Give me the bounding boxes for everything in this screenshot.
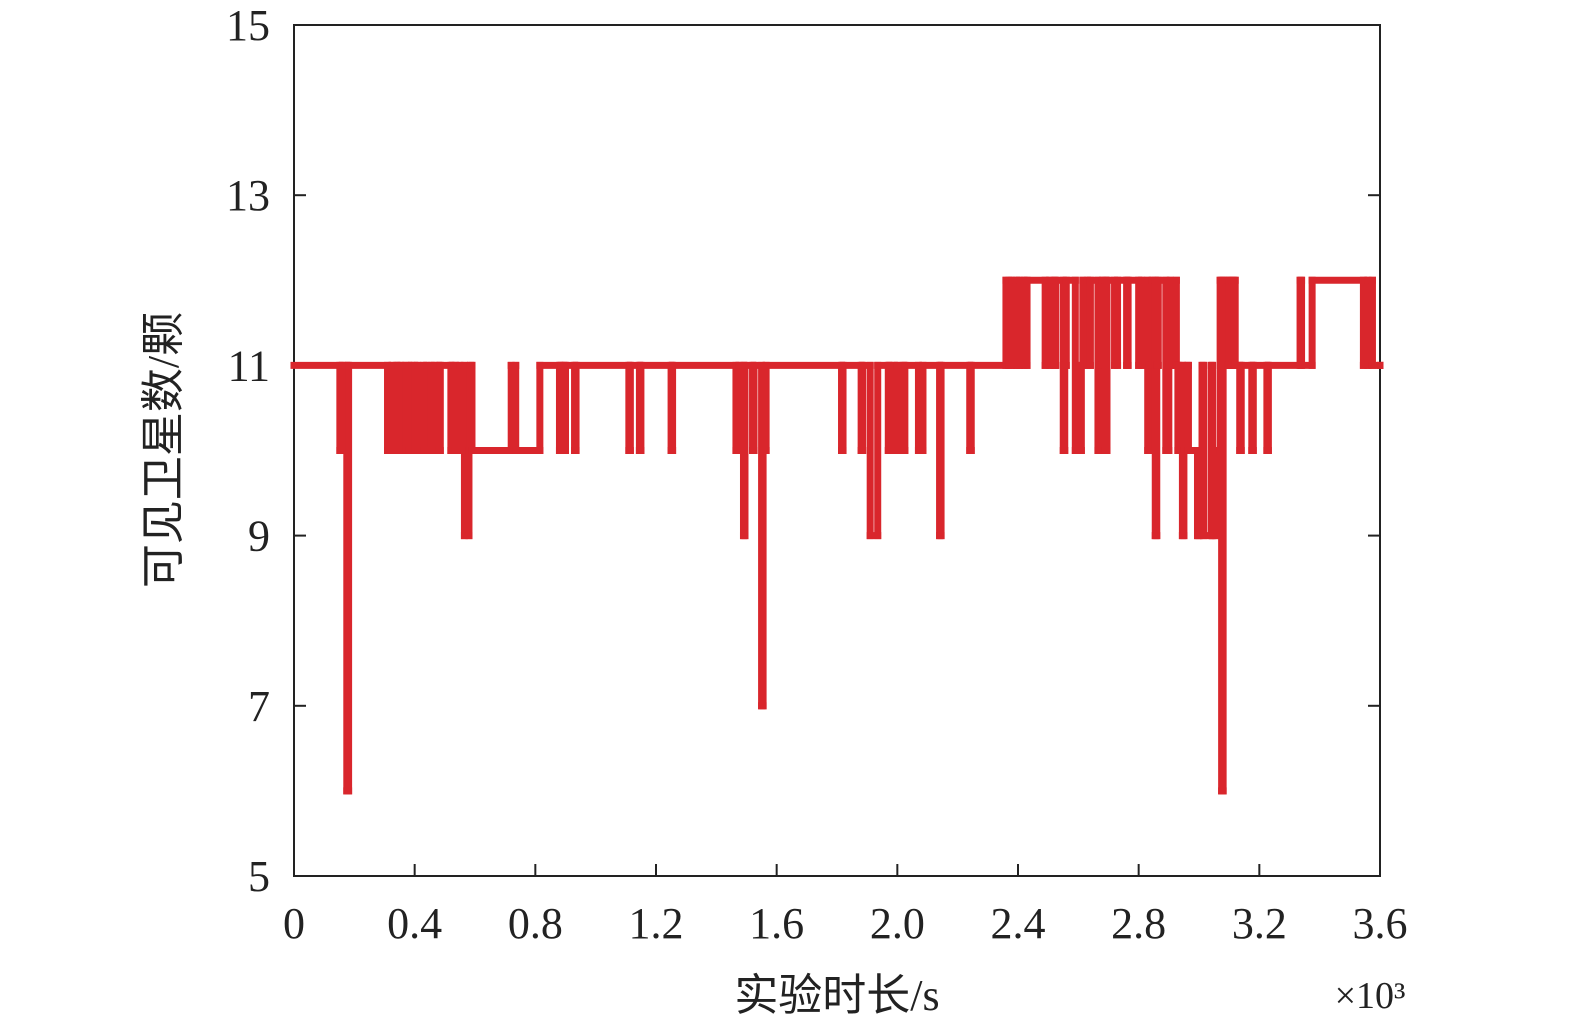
x-tick-label: 1.2 [629, 899, 684, 948]
x-tick-label: 2.0 [870, 899, 925, 948]
x-tick-label: 0.8 [508, 899, 563, 948]
x-tick-label: 1.6 [749, 899, 804, 948]
x-tick-label: 3.2 [1232, 899, 1287, 948]
y-tick-label: 7 [248, 682, 270, 731]
x-tick-label: 0.4 [387, 899, 442, 948]
y-axis-label: 可见卫星数/颗 [139, 312, 188, 588]
x-tick-label: 2.4 [991, 899, 1046, 948]
x-tick-label: 0 [283, 899, 305, 948]
y-tick-label: 13 [226, 171, 270, 220]
x-tick-label: 2.8 [1111, 899, 1166, 948]
y-tick-label: 11 [228, 341, 270, 390]
x-axis-label: 实验时长/s [734, 971, 939, 1020]
x-multiplier: ×10³ [1335, 975, 1406, 1017]
y-tick-label: 9 [248, 512, 270, 561]
y-tick-label: 5 [248, 852, 270, 901]
x-tick-label: 3.6 [1353, 899, 1408, 948]
plot-frame [293, 24, 1381, 877]
y-tick-label: 15 [226, 1, 270, 50]
